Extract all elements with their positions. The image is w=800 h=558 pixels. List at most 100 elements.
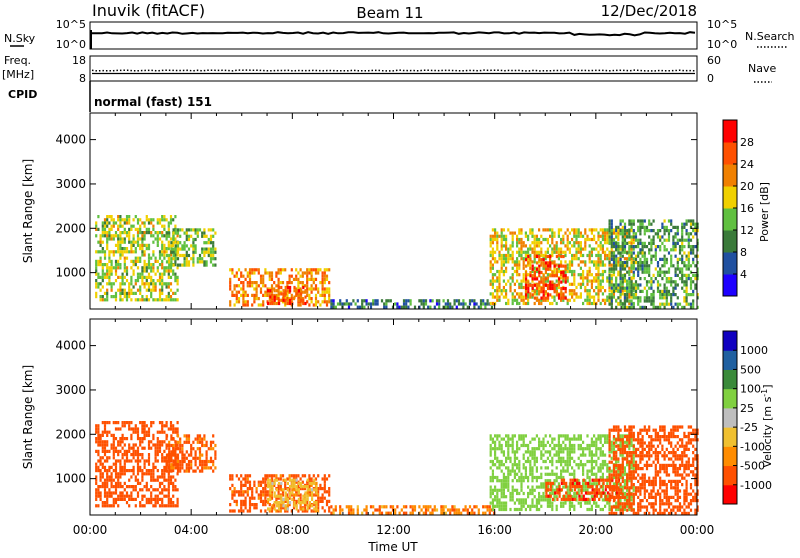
- heatmap-cell: [545, 277, 547, 280]
- heatmap-cell: [569, 463, 571, 466]
- heatmap-cell: [330, 512, 332, 515]
- heatmap-cell: [580, 286, 582, 289]
- heatmap-cell: [447, 299, 449, 302]
- heatmap-cell: [238, 284, 240, 287]
- heatmap-cell: [630, 276, 632, 279]
- heatmap-cell: [282, 504, 284, 507]
- heatmap-cell: [287, 299, 289, 302]
- heatmap-cell: [449, 306, 451, 309]
- heatmap-cell: [146, 459, 148, 462]
- heatmap-cell: [532, 287, 534, 290]
- heatmap-cell: [556, 293, 558, 296]
- heatmap-cell: [659, 248, 661, 251]
- heatmap-cell: [163, 466, 165, 469]
- heatmap-cell: [115, 459, 117, 462]
- heatmap-cell: [573, 508, 575, 511]
- heatmap-cell: [668, 290, 670, 293]
- heatmap-cell: [245, 268, 247, 271]
- heatmap-cell: [490, 434, 492, 437]
- heatmap-cell: [319, 294, 321, 297]
- heatmap-cell: [512, 444, 514, 447]
- heatmap-cell: [179, 463, 181, 466]
- heatmap-cell: [597, 238, 599, 241]
- heatmap-cell: [111, 495, 113, 498]
- heatmap-cell: [333, 508, 335, 511]
- heatmap-cell: [253, 294, 255, 297]
- heatmap-cell: [624, 226, 626, 229]
- heatmap-cell: [172, 424, 174, 427]
- heatmap-cell: [622, 292, 624, 295]
- heatmap-cell: [309, 504, 311, 507]
- heatmap-cell: [628, 223, 630, 226]
- heatmap-cell: [308, 278, 310, 281]
- heatmap-cell: [262, 275, 264, 278]
- heatmap-cell: [177, 248, 179, 251]
- heatmap-cell: [315, 294, 317, 297]
- heatmap-cell: [137, 469, 139, 472]
- heatmap-cell: [562, 251, 564, 254]
- heatmap-cell: [247, 487, 249, 490]
- heatmap-cell: [631, 219, 633, 222]
- heatmap-cell: [357, 299, 359, 302]
- heatmap-cell: [212, 248, 214, 251]
- heatmap-cell: [496, 479, 498, 482]
- heatmap-cell: [117, 427, 119, 430]
- heatmap-cell: [111, 491, 113, 494]
- heatmap-cell: [494, 463, 496, 466]
- heatmap-cell: [251, 503, 253, 506]
- heatmap-cell: [686, 277, 688, 280]
- heatmap-cell: [604, 270, 606, 273]
- heatmap-cell: [523, 267, 525, 270]
- heatmap-cell: [642, 226, 644, 229]
- heatmap-cell: [650, 283, 652, 286]
- heatmap-cell: [111, 225, 113, 228]
- heatmap-cell: [531, 454, 533, 457]
- heatmap-cell: [571, 264, 573, 267]
- heatmap-cell: [505, 283, 507, 286]
- heatmap-cell: [201, 248, 203, 251]
- heatmap-cell: [694, 255, 696, 258]
- heatmap-cell: [307, 488, 309, 491]
- heatmap-cell: [675, 248, 677, 251]
- heatmap-cell: [339, 508, 341, 511]
- heatmap-cell: [657, 271, 659, 274]
- heatmap-cell: [95, 221, 97, 224]
- heatmap-cell: [203, 463, 205, 466]
- heatmap-cell: [124, 221, 126, 224]
- heatmap-cell: [113, 498, 115, 501]
- heatmap-cell: [280, 268, 282, 271]
- heatmap-cell: [507, 254, 509, 257]
- heatmap-cell: [168, 475, 170, 478]
- heatmap-cell: [560, 238, 562, 241]
- heatmap-cell: [383, 306, 385, 309]
- heatmap-cell: [547, 276, 549, 279]
- heatmap-cell: [269, 495, 271, 498]
- heatmap-cell: [173, 466, 175, 469]
- heatmap-cell: [315, 297, 317, 300]
- heatmap-cell: [170, 457, 172, 460]
- heatmap-cell: [516, 251, 518, 254]
- heatmap-cell: [531, 466, 533, 469]
- heatmap-cell: [491, 306, 493, 309]
- heatmap-cell: [553, 235, 555, 238]
- heatmap-cell: [300, 289, 302, 292]
- heatmap-cell: [639, 277, 641, 280]
- heatmap-cell: [635, 296, 637, 299]
- heatmap-cell: [620, 290, 622, 293]
- heatmap-cell: [240, 484, 242, 487]
- heatmap-cell: [236, 500, 238, 503]
- heatmap-cell: [666, 258, 668, 261]
- heatmap-cell: [573, 447, 575, 450]
- heatmap-cell: [146, 472, 148, 475]
- heatmap-cell: [170, 501, 172, 504]
- heatmap-cell: [540, 454, 542, 457]
- heatmap-cell: [111, 479, 113, 482]
- heatmap-cell: [498, 251, 500, 254]
- heatmap-cell: [137, 257, 139, 260]
- heatmap-cell: [644, 232, 646, 235]
- heatmap-cell: [529, 508, 531, 511]
- heatmap-cell: [580, 251, 582, 254]
- heatmap-cell: [106, 495, 108, 498]
- heatmap-cell: [554, 274, 556, 277]
- heatmap-cell: [516, 444, 518, 447]
